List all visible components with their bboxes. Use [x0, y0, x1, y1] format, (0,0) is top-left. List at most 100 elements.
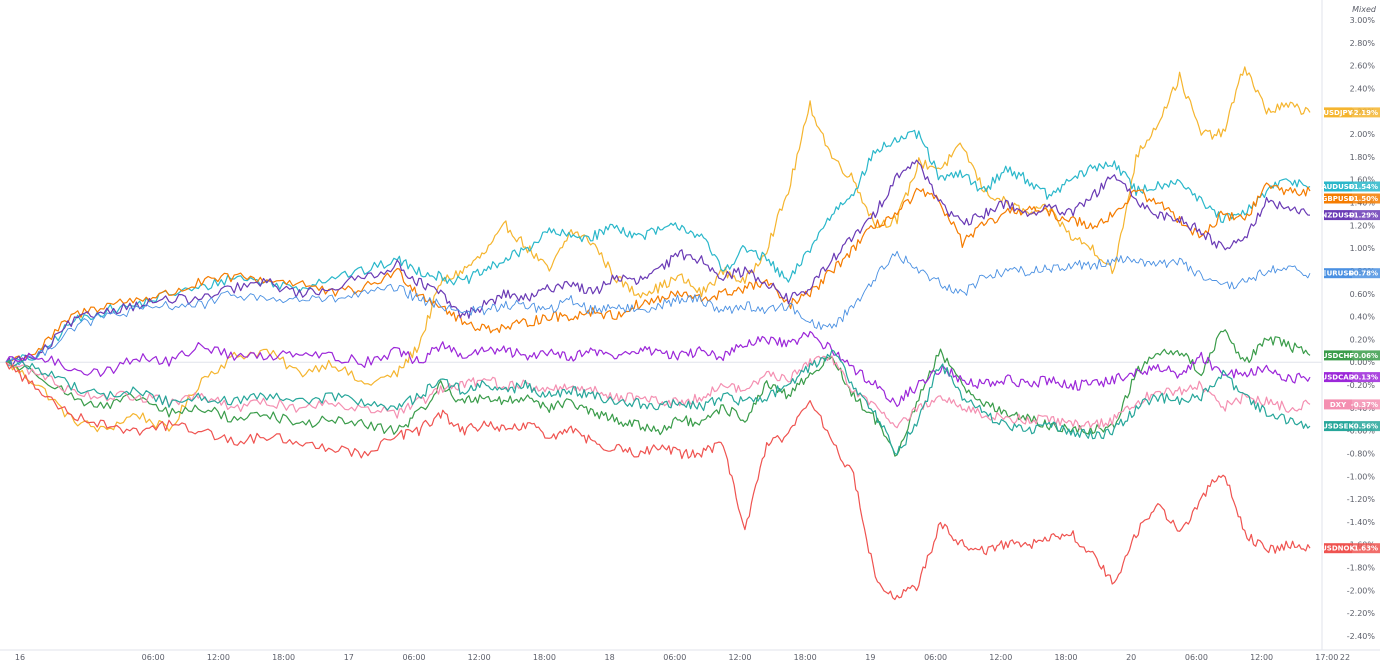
y-tick-label: 2.60%	[1350, 62, 1376, 71]
x-tick-label: 06:00	[663, 653, 686, 662]
badge-eurusd[interactable]: EURUSD+0.78%	[1322, 268, 1380, 279]
x-tick-label: 18:00	[533, 653, 556, 662]
x-tick-label: 22	[1340, 653, 1350, 662]
y-tick-label: 1.80%	[1350, 153, 1376, 162]
badge-symbol-label: USDSEK	[1322, 423, 1354, 431]
x-tick-label: 17	[344, 653, 354, 662]
y-tick-label: 0.00%	[1350, 358, 1376, 367]
badge-value-label: -1.63%	[1351, 545, 1378, 553]
badge-symbol-label: USDNOK	[1321, 545, 1355, 553]
x-tick-label: 17:00	[1315, 653, 1338, 662]
y-tick-label: 0.60%	[1350, 290, 1376, 299]
badge-symbol-label: USDJPY	[1323, 109, 1353, 117]
y-tick-label: -1.40%	[1347, 518, 1376, 527]
x-tick-label: 18	[605, 653, 615, 662]
badge-usdchf[interactable]: USDCHF+0.06%	[1322, 350, 1380, 361]
x-tick-label: 12:00	[468, 653, 491, 662]
x-tick-label: 20	[1126, 653, 1136, 662]
y-tick-label: -2.40%	[1347, 632, 1376, 641]
x-tick-label: 06:00	[142, 653, 165, 662]
badge-value-label: +1.29%	[1348, 212, 1378, 220]
badge-symbol-label: USDCAD	[1322, 374, 1355, 382]
badge-audusd[interactable]: AUDUSD+1.54%	[1321, 181, 1380, 192]
badge-value-bg	[1352, 193, 1380, 204]
badge-usdcad[interactable]: USDCAD-0.13%	[1322, 372, 1380, 383]
y-tick-label: -1.80%	[1347, 564, 1376, 573]
y-tick-label: -2.00%	[1347, 586, 1376, 595]
badge-symbol-label: EURUSD	[1322, 270, 1355, 278]
badge-value-label: +0.06%	[1348, 352, 1378, 360]
badge-symbol-label: NZDUSD	[1321, 212, 1354, 220]
symbol-badges: USDJPY+2.19%AUDUSD+1.54%GBPUSD+1.50%NZDU…	[1321, 107, 1380, 554]
badge-value-label: +1.54%	[1348, 183, 1378, 191]
x-tick-label: 18:00	[272, 653, 295, 662]
series-line-nzdusd[interactable]	[5, 159, 1311, 367]
time-axis[interactable]: 16 06:00 12:00 18:00 17 06:00 12:00 18:00 18 06:0…	[15, 653, 1350, 662]
badge-symbol-label: AUDUSD	[1321, 183, 1354, 191]
series-line-usdsek[interactable]	[5, 349, 1311, 456]
badge-usdnok[interactable]: USDNOK-1.63%	[1321, 543, 1380, 554]
x-tick-label: 12:00	[989, 653, 1012, 662]
y-tick-label: -2.20%	[1347, 609, 1376, 618]
badge-usdsek[interactable]: USDSEK-0.56%	[1322, 421, 1380, 432]
y-tick-label: 2.00%	[1350, 130, 1376, 139]
badge-value-bg	[1352, 107, 1380, 118]
badge-value-bg	[1352, 181, 1380, 192]
x-tick-label: 16	[15, 653, 25, 662]
badge-value-label: +0.78%	[1348, 270, 1378, 278]
y-tick-label: 0.20%	[1350, 335, 1376, 344]
badge-symbol-bg	[1324, 421, 1352, 432]
badge-symbol-label: GBPUSD	[1322, 195, 1355, 203]
x-tick-label: 06:00	[402, 653, 425, 662]
x-tick-label: 19	[865, 653, 875, 662]
price-axis[interactable]: 3.00%2.80%2.60%2.40%2.20%2.00%1.80%1.60%…	[1347, 16, 1376, 641]
x-tick-label: 18:00	[1054, 653, 1077, 662]
y-tick-label: -1.20%	[1347, 495, 1376, 504]
badge-nzdusd[interactable]: NZDUSD+1.29%	[1321, 210, 1380, 221]
badge-symbol-bg	[1324, 372, 1352, 383]
badge-value-bg	[1352, 350, 1380, 361]
badge-value-label: -0.56%	[1351, 423, 1378, 431]
badge-gbpusd[interactable]: GBPUSD+1.50%	[1322, 193, 1380, 204]
badge-value-label: +2.19%	[1348, 109, 1378, 117]
series-line-usdcad[interactable]	[5, 330, 1311, 408]
y-tick-label: -0.20%	[1347, 381, 1376, 390]
badge-value-label: -0.37%	[1351, 401, 1378, 409]
x-tick-label: 12:00	[207, 653, 230, 662]
y-tick-label: 2.40%	[1350, 84, 1376, 93]
series-line-dxy[interactable]	[5, 355, 1311, 431]
badge-symbol-label: DXY	[1330, 401, 1347, 409]
series-line-usdjpy[interactable]	[5, 66, 1311, 433]
x-tick-label: 12:00	[1250, 653, 1273, 662]
badge-dxy[interactable]: DXY -0.37%	[1324, 399, 1380, 410]
badge-value-bg	[1352, 268, 1380, 279]
y-tick-label: 1.20%	[1350, 221, 1376, 230]
badge-symbol-bg	[1324, 210, 1352, 221]
y-tick-label: 3.00%	[1350, 16, 1376, 25]
y-tick-label: 1.60%	[1350, 176, 1376, 185]
y-tick-label: 0.40%	[1350, 313, 1376, 322]
series-line-gbpusd[interactable]	[5, 182, 1311, 363]
badge-symbol-bg	[1324, 181, 1352, 192]
badge-value-bg	[1352, 543, 1380, 554]
series-line-eurusd[interactable]	[5, 250, 1311, 366]
badge-symbol-bg	[1324, 193, 1352, 204]
badge-symbol-bg	[1324, 268, 1352, 279]
badge-symbol-bg	[1324, 399, 1352, 410]
series-layer	[5, 66, 1311, 601]
badge-value-label: -0.13%	[1351, 374, 1378, 382]
series-line-audusd[interactable]	[5, 129, 1311, 367]
badge-value-bg	[1352, 210, 1380, 221]
badge-usdjpy[interactable]: USDJPY+2.19%	[1323, 107, 1380, 118]
badge-symbol-bg	[1324, 350, 1352, 361]
x-tick-label: 12:00	[728, 653, 751, 662]
y-tick-label: -0.80%	[1347, 450, 1376, 459]
badge-symbol-label: USDCHF	[1322, 352, 1355, 360]
series-line-usdnok[interactable]	[5, 361, 1311, 601]
x-tick-label: 06:00	[1185, 653, 1208, 662]
badge-symbol-bg	[1324, 107, 1352, 118]
scale-mode-label[interactable]: Mixed	[1352, 5, 1377, 14]
x-tick-label: 18:00	[794, 653, 817, 662]
